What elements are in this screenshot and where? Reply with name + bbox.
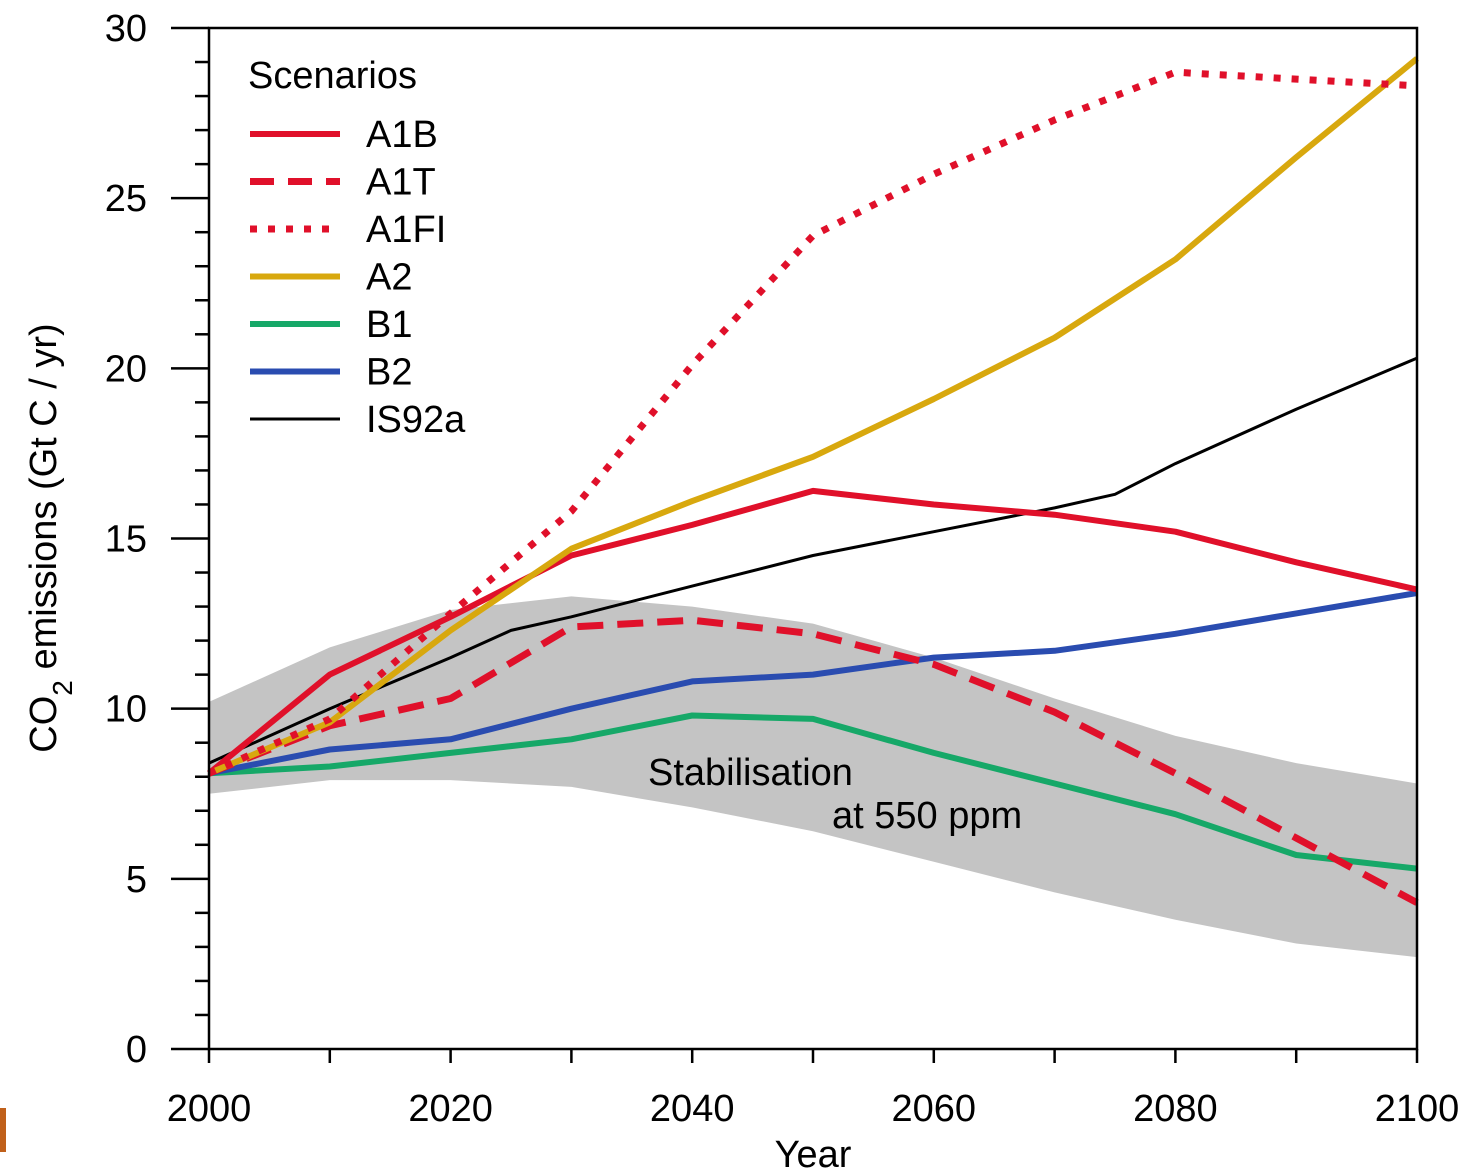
- stabilisation-label-line1: Stabilisation: [648, 752, 853, 794]
- series-line-b2: [208, 590, 1418, 777]
- stabilisation-band-layer: [209, 596, 1417, 958]
- y-tick-label: 10: [105, 689, 147, 731]
- axis-layer: 0 5 10 15 20 25 30 2000 2020 2040 2060 2080 2100: [105, 8, 1460, 1130]
- legend-label-a1fi: A1FI: [366, 209, 446, 251]
- y-tick-label: 15: [105, 519, 147, 561]
- x-axis-title: Year: [775, 1134, 852, 1172]
- edge-marker: [0, 1108, 6, 1152]
- y-tick-label: 20: [105, 348, 147, 390]
- legend-label-b1: B1: [366, 304, 412, 346]
- series-line-a1fi: [207, 68, 1418, 777]
- legend-label-a1b: A1B: [366, 114, 438, 156]
- x-tick-label: 2060: [892, 1088, 977, 1130]
- y-axis-title: CO2 emissions (Gt C / yr): [23, 323, 78, 752]
- legend-label-b2: B2: [366, 352, 412, 394]
- stabilisation-label-line2: at 550 ppm: [832, 795, 1022, 837]
- series-line-b1: [208, 712, 1418, 872]
- x-tick-label: 2040: [650, 1088, 735, 1130]
- series-line-is92a: [208, 356, 1418, 765]
- y-tick-label: 25: [105, 178, 147, 220]
- x-tick-label: 2020: [408, 1088, 493, 1130]
- x-tick-label: 2000: [167, 1088, 252, 1130]
- legend-label-a2: A2: [366, 257, 412, 299]
- stabilisation-band: [209, 596, 1417, 958]
- legend-label-is92a: IS92a: [366, 399, 466, 441]
- legend: Scenarios A1B A1T A1FI A2 B1 B2 IS92a: [248, 55, 466, 441]
- y-tick-label: 0: [126, 1029, 147, 1071]
- y-tick-label: 5: [126, 859, 147, 901]
- series-layer: [207, 56, 1419, 906]
- series-line-a2: [207, 56, 1419, 777]
- legend-label-a1t: A1T: [366, 162, 436, 204]
- y-tick-label: 30: [105, 8, 147, 50]
- series-line-a1b: [207, 487, 1418, 776]
- legend-title: Scenarios: [248, 55, 417, 97]
- series-line-a1t: [207, 616, 1419, 906]
- x-tick-label: 2100: [1375, 1088, 1460, 1130]
- x-tick-label: 2080: [1133, 1088, 1218, 1130]
